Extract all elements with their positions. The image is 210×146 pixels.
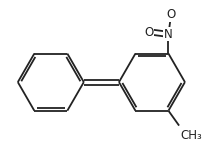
Text: O: O: [144, 26, 153, 39]
Text: CH₃: CH₃: [180, 129, 202, 142]
Text: O: O: [166, 8, 175, 21]
Text: N: N: [164, 28, 173, 41]
